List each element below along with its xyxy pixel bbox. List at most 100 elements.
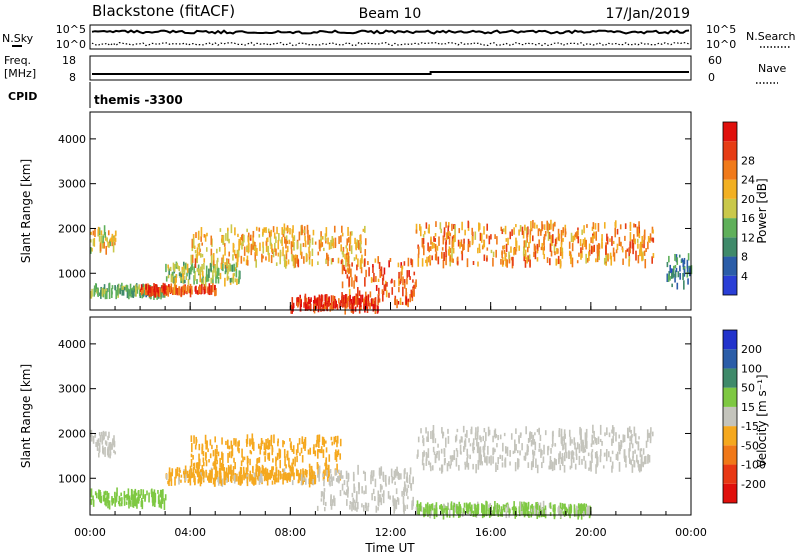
echo-cell bbox=[101, 287, 104, 297]
echo-cell bbox=[167, 266, 170, 271]
echo-cell bbox=[676, 282, 679, 290]
echo-cell bbox=[298, 438, 301, 445]
echo-cell bbox=[571, 243, 574, 252]
echo-cell bbox=[472, 442, 474, 452]
echo-cell bbox=[207, 448, 209, 453]
echo-cell bbox=[348, 276, 351, 287]
echo-cell bbox=[332, 306, 335, 311]
echo-cell bbox=[611, 429, 613, 434]
echo-cell bbox=[532, 505, 534, 511]
echo-cell bbox=[473, 446, 475, 450]
echo-cell bbox=[324, 294, 326, 302]
echo-cell bbox=[114, 242, 116, 246]
echo-cell bbox=[396, 299, 398, 309]
echo-cell bbox=[482, 435, 485, 442]
echo-cell bbox=[345, 245, 348, 249]
colorbar-tick-label: 20 bbox=[741, 193, 755, 206]
echo-cell bbox=[568, 429, 571, 437]
echo-cell bbox=[599, 454, 602, 463]
echo-cell bbox=[379, 494, 381, 503]
echo-cell bbox=[341, 260, 344, 268]
echo-cell bbox=[639, 243, 642, 252]
echo-cell bbox=[480, 436, 482, 443]
echo-cell bbox=[335, 470, 338, 476]
echo-cell bbox=[534, 441, 537, 451]
echo-cell bbox=[308, 477, 311, 488]
echo-cell bbox=[371, 493, 373, 501]
echo-cell bbox=[534, 432, 536, 436]
echo-cell bbox=[310, 297, 312, 303]
echo-cell bbox=[162, 285, 165, 292]
echo-cell bbox=[163, 289, 165, 296]
echo-cell bbox=[221, 437, 223, 445]
echo-cell bbox=[214, 473, 217, 482]
echo-cell bbox=[258, 234, 261, 238]
echo-cell bbox=[348, 243, 351, 252]
echo-cell bbox=[229, 278, 232, 283]
echo-cell bbox=[430, 238, 432, 245]
echo-cell bbox=[320, 236, 322, 241]
colorbar-segment bbox=[723, 349, 737, 369]
echo-cell bbox=[441, 247, 444, 251]
echo-cell bbox=[434, 232, 437, 237]
echo-cell bbox=[281, 473, 283, 479]
echo-cell bbox=[187, 479, 190, 484]
echo-cell bbox=[331, 441, 334, 446]
echo-cell bbox=[324, 233, 327, 241]
echo-cell bbox=[544, 430, 547, 436]
echo-cell bbox=[328, 296, 330, 302]
echo-cell bbox=[237, 233, 239, 238]
echo-cell bbox=[119, 497, 121, 502]
echo-cell bbox=[363, 261, 366, 267]
echo-cell bbox=[262, 246, 265, 254]
echo-cell bbox=[241, 242, 243, 250]
echo-cell bbox=[478, 447, 481, 457]
echo-cell bbox=[406, 278, 408, 285]
echo-cell bbox=[373, 496, 376, 501]
echo-cell bbox=[246, 464, 249, 472]
echo-cell bbox=[536, 429, 539, 433]
echo-cell bbox=[322, 304, 325, 308]
echo-cell bbox=[441, 427, 443, 434]
colorbar-segment bbox=[723, 426, 737, 446]
echo-cell bbox=[94, 433, 97, 438]
echo-cell bbox=[204, 434, 207, 444]
echo-cell bbox=[228, 445, 231, 450]
colorbar-tick-label: 200 bbox=[741, 343, 762, 356]
echo-cell bbox=[316, 462, 319, 470]
echo-cell bbox=[450, 455, 452, 466]
echo-cell bbox=[346, 254, 348, 262]
echo-cell bbox=[232, 466, 235, 476]
echo-cell bbox=[265, 227, 267, 233]
echo-cell bbox=[134, 492, 136, 501]
velocity-panel bbox=[89, 316, 692, 516]
echo-cell bbox=[629, 243, 631, 254]
echo-cell bbox=[208, 283, 211, 292]
y-tick-label: 3000 bbox=[58, 383, 86, 396]
echo-cell bbox=[261, 253, 263, 263]
echo-cell bbox=[311, 237, 314, 245]
echo-cell bbox=[99, 494, 102, 501]
echo-cell bbox=[241, 474, 243, 484]
echo-cell bbox=[383, 284, 386, 291]
echo-cell bbox=[103, 491, 106, 500]
echo-cell bbox=[338, 475, 340, 482]
echo-cell bbox=[334, 469, 337, 476]
echo-cell bbox=[560, 229, 563, 239]
echo-cell bbox=[514, 249, 517, 255]
echo-cell bbox=[398, 276, 400, 287]
echo-cell bbox=[452, 505, 455, 511]
echo-cell bbox=[232, 242, 235, 253]
echo-cell bbox=[193, 275, 195, 285]
echo-cell bbox=[566, 508, 569, 513]
echo-cell bbox=[588, 251, 590, 262]
echo-cell bbox=[328, 242, 331, 250]
echo-cell bbox=[568, 250, 571, 257]
echo-cell bbox=[217, 267, 220, 276]
echo-cell bbox=[443, 503, 445, 509]
echo-cell bbox=[125, 284, 128, 292]
echo-cell bbox=[194, 444, 197, 450]
echo-cell bbox=[593, 244, 596, 252]
echo-cell bbox=[594, 452, 597, 459]
echo-cell bbox=[268, 252, 270, 262]
